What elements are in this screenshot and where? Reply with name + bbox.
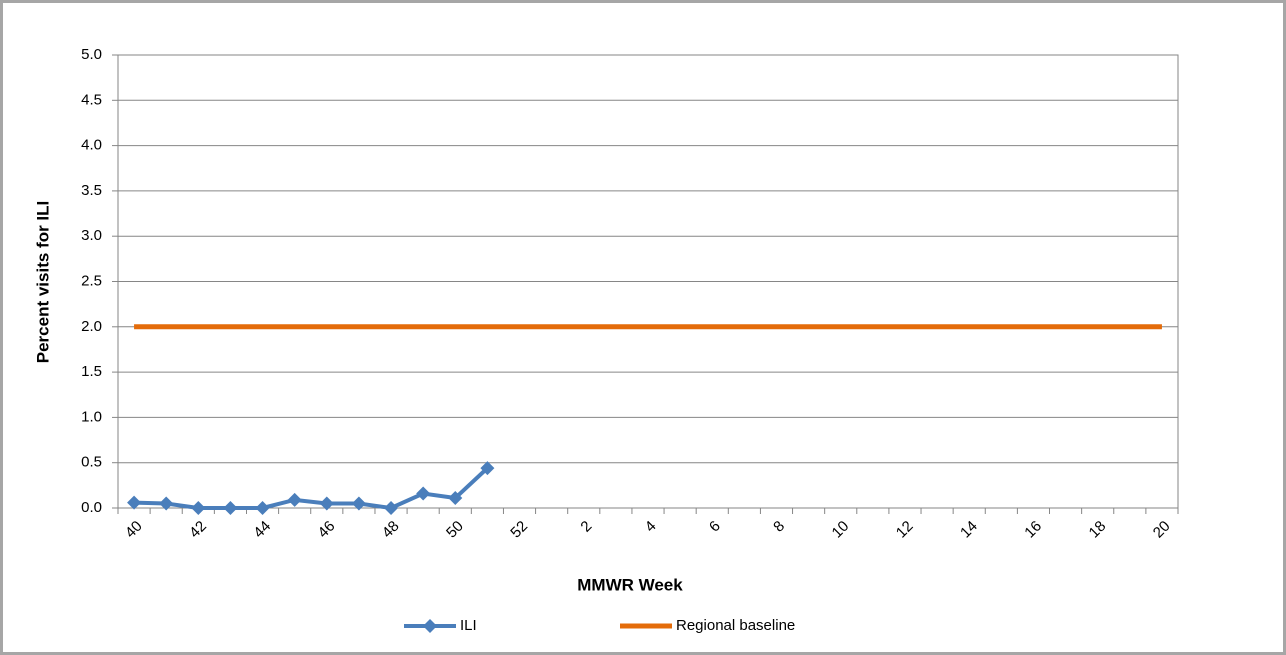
data-point <box>287 492 302 507</box>
legend-marker <box>423 619 437 633</box>
data-point <box>319 496 334 511</box>
legend-label: Regional baseline <box>676 617 795 634</box>
data-point <box>255 501 270 515</box>
data-point <box>351 496 366 511</box>
data-point <box>448 491 463 506</box>
y-tick-label: 3.0 <box>81 227 102 244</box>
data-point <box>416 486 431 501</box>
data-point <box>191 501 206 515</box>
data-point <box>480 461 495 476</box>
data-point <box>127 495 142 510</box>
y-tick-label: 2.0 <box>81 318 102 335</box>
y-tick-label: 4.0 <box>81 137 102 154</box>
legend-label: ILI <box>460 617 477 634</box>
y-tick-label: 5.0 <box>81 46 102 63</box>
y-tick-label: 2.5 <box>81 272 102 289</box>
y-tick-label: 4.5 <box>81 91 102 108</box>
y-tick-label: 3.5 <box>81 182 102 199</box>
x-axis-title: MMWR Week <box>577 575 683 594</box>
data-point <box>223 501 238 515</box>
data-point <box>384 501 399 515</box>
data-point <box>159 496 174 511</box>
y-tick-label: 1.0 <box>81 408 102 425</box>
y-tick-label: 1.5 <box>81 363 102 380</box>
plot-border <box>117 54 1179 509</box>
y-axis-title: Percent visits for ILI <box>33 201 52 364</box>
y-tick-label: 0.5 <box>81 454 102 471</box>
y-tick-label: 0.0 <box>81 499 102 516</box>
